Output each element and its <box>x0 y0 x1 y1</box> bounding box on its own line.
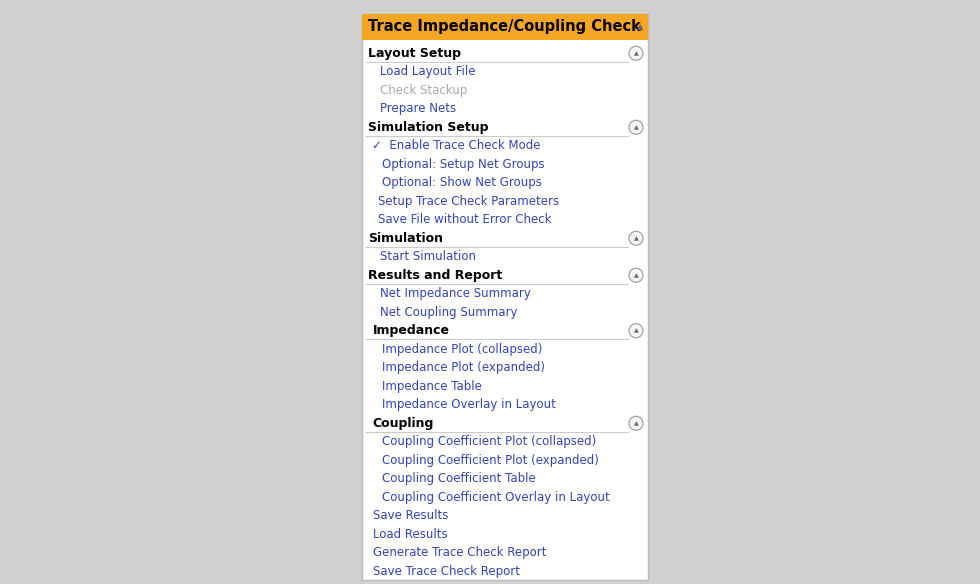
Text: Optional: Show Net Groups: Optional: Show Net Groups <box>382 176 542 189</box>
Text: Save Trace Check Report: Save Trace Check Report <box>372 565 519 578</box>
Text: Net Coupling Summary: Net Coupling Summary <box>380 306 517 319</box>
Text: ▲: ▲ <box>637 23 643 32</box>
Text: ▲: ▲ <box>634 237 638 241</box>
Text: Impedance Overlay in Layout: Impedance Overlay in Layout <box>382 398 557 411</box>
Text: Impedance Plot (expanded): Impedance Plot (expanded) <box>382 361 546 374</box>
Text: Net Impedance Summary: Net Impedance Summary <box>380 287 531 300</box>
Text: Prepare Nets: Prepare Nets <box>380 102 456 115</box>
Bar <box>362 14 648 40</box>
Text: Coupling Coefficient Overlay in Layout: Coupling Coefficient Overlay in Layout <box>382 491 611 504</box>
Text: ✓  Enable Trace Check Mode: ✓ Enable Trace Check Mode <box>371 139 540 152</box>
Text: Load Layout File: Load Layout File <box>380 65 475 78</box>
Circle shape <box>629 231 643 245</box>
Text: Simulation: Simulation <box>368 232 443 245</box>
Text: Setup Trace Check Parameters: Setup Trace Check Parameters <box>377 194 559 208</box>
Text: Layout Setup: Layout Setup <box>368 47 461 60</box>
Text: Save File without Error Check: Save File without Error Check <box>377 213 551 226</box>
Text: ▲: ▲ <box>634 125 638 130</box>
Text: Generate Trace Check Report: Generate Trace Check Report <box>372 546 546 559</box>
Text: Coupling Coefficient Table: Coupling Coefficient Table <box>382 472 536 485</box>
Text: Coupling: Coupling <box>372 417 434 430</box>
Circle shape <box>629 416 643 430</box>
Circle shape <box>629 324 643 338</box>
Circle shape <box>629 120 643 134</box>
Text: Coupling Coefficient Plot (collapsed): Coupling Coefficient Plot (collapsed) <box>382 435 597 449</box>
Text: Start Simulation: Start Simulation <box>380 251 476 263</box>
Text: Impedance Table: Impedance Table <box>382 380 482 393</box>
Text: Impedance Plot (collapsed): Impedance Plot (collapsed) <box>382 343 543 356</box>
Text: Optional: Setup Net Groups: Optional: Setup Net Groups <box>382 158 545 171</box>
Text: ▲: ▲ <box>634 273 638 278</box>
Circle shape <box>629 268 643 282</box>
Text: Coupling Coefficient Plot (expanded): Coupling Coefficient Plot (expanded) <box>382 454 600 467</box>
Bar <box>362 14 648 580</box>
Text: Impedance: Impedance <box>372 324 450 337</box>
Text: Save Results: Save Results <box>372 509 448 522</box>
Circle shape <box>629 46 643 60</box>
Text: Trace Impedance/Coupling Check: Trace Impedance/Coupling Check <box>368 19 641 34</box>
Text: Check Stackup: Check Stackup <box>380 84 467 97</box>
Text: Simulation Setup: Simulation Setup <box>368 121 488 134</box>
Text: ▲: ▲ <box>634 329 638 333</box>
Text: ▲: ▲ <box>634 51 638 56</box>
Text: Load Results: Load Results <box>372 528 448 541</box>
Text: Results and Report: Results and Report <box>368 269 502 281</box>
Text: ▲: ▲ <box>634 421 638 426</box>
